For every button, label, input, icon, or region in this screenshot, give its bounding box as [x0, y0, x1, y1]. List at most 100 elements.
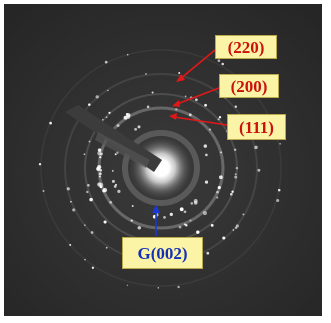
- diffraction-spot: [276, 198, 280, 203]
- diffraction-spot: [84, 224, 86, 226]
- diffraction-spot: [231, 190, 234, 193]
- diffraction-spot: [126, 284, 129, 286]
- diffraction-spot: [279, 142, 281, 145]
- diffraction-spot: [90, 231, 94, 234]
- diffraction-spot: [126, 53, 129, 56]
- diffraction-spot: [117, 189, 121, 193]
- diffraction-spot: [230, 192, 233, 196]
- diffraction-spot: [196, 230, 200, 234]
- diffraction-spot: [70, 200, 72, 203]
- diffraction-spot: [217, 59, 221, 63]
- diffraction-spot: [205, 153, 208, 157]
- diffraction-spot: [257, 168, 261, 172]
- diffraction-spot: [107, 89, 109, 92]
- diffraction-spot: [95, 95, 99, 99]
- diffraction-spot: [234, 175, 238, 179]
- diffraction-spot: [111, 169, 114, 172]
- arrow-g002: [152, 205, 160, 236]
- diffraction-spot: [102, 187, 108, 193]
- diffraction-spot: [87, 184, 90, 187]
- diffraction-spot: [216, 190, 219, 194]
- diffraction-spot: [221, 62, 224, 66]
- diffraction-spot: [101, 118, 104, 121]
- diffraction-spot: [175, 108, 178, 111]
- diffraction-spot: [145, 73, 147, 75]
- arrow-220: [176, 49, 216, 82]
- diffraction-spot: [146, 105, 150, 109]
- diffraction-spot: [157, 287, 160, 289]
- label-ring-220: (220): [215, 35, 277, 59]
- diffraction-spot: [222, 236, 226, 240]
- diffraction-spot: [91, 266, 95, 269]
- diffraction-spot: [234, 148, 237, 151]
- diffraction-spot: [130, 219, 133, 222]
- diffraction-spot: [111, 179, 115, 183]
- diffraction-spot: [195, 98, 198, 102]
- diffraction-spot: [206, 251, 210, 255]
- label-graphite-002: G(002): [122, 237, 203, 269]
- diffraction-spot: [190, 202, 194, 205]
- arrow-111: [169, 113, 228, 126]
- diffraction-spot: [163, 216, 166, 219]
- diffraction-spot: [98, 172, 102, 176]
- diffraction-spot: [83, 153, 86, 156]
- diffraction-spot: [218, 116, 222, 119]
- diffraction-spot: [204, 180, 209, 184]
- diffraction-spot: [49, 121, 52, 125]
- diffraction-spot: [109, 200, 113, 204]
- diffraction-spot: [99, 156, 102, 159]
- diffraction-spot: [204, 103, 207, 107]
- diffraction-spot: [178, 72, 181, 74]
- diffraction-spot: [89, 197, 93, 202]
- arrow-200: [172, 87, 220, 107]
- diffraction-spot: [72, 208, 76, 212]
- diffraction-spot: [104, 60, 108, 64]
- diffraction-spot: [151, 91, 154, 94]
- diffraction-spot: [38, 163, 42, 166]
- diffraction-spot: [217, 118, 220, 121]
- diffraction-spot: [88, 103, 91, 106]
- diffraction-spot: [137, 226, 142, 230]
- diffraction-spot: [103, 220, 107, 224]
- diffraction-spot: [116, 124, 120, 128]
- diffraction-spot: [235, 166, 239, 170]
- diffraction-spot: [137, 125, 141, 129]
- diffraction-spot: [216, 196, 219, 199]
- diffraction-spot: [202, 211, 207, 216]
- label-ring-200: (200): [219, 74, 279, 98]
- diffraction-spot: [242, 213, 245, 216]
- diffraction-spot: [131, 205, 134, 207]
- diffraction-spot: [232, 229, 235, 231]
- diffraction-spot: [97, 148, 102, 152]
- diffraction-spot: [105, 116, 108, 119]
- diffraction-spot: [99, 168, 103, 172]
- diffraction-spot: [97, 165, 102, 170]
- diffraction-spot: [126, 115, 131, 119]
- diffraction-spot: [234, 173, 237, 176]
- diffraction-spot: [88, 140, 91, 143]
- diffraction-spot: [134, 127, 138, 131]
- diffraction-spot: [179, 207, 184, 212]
- diffraction-spot: [177, 285, 180, 289]
- diffraction-spot: [193, 200, 198, 205]
- diffraction-spot: [219, 175, 223, 180]
- diffraction-spot: [208, 128, 212, 131]
- diffraction-spot: [113, 185, 117, 188]
- diffraction-spot: [183, 210, 187, 214]
- diffraction-spot: [66, 187, 70, 191]
- diffraction-spot: [69, 243, 72, 246]
- diffraction-spot: [203, 144, 207, 148]
- diffraction-spot: [42, 190, 45, 192]
- diffraction-spot: [210, 224, 214, 227]
- diffraction-spot: [86, 190, 89, 194]
- diffraction-spot: [188, 113, 192, 117]
- diffraction-spot: [220, 151, 223, 154]
- diffraction-spot: [217, 186, 221, 190]
- label-ring-111: (111): [227, 114, 286, 140]
- diffraction-spot: [114, 153, 117, 156]
- diffraction-spot: [235, 224, 239, 228]
- diffraction-spot: [184, 95, 187, 98]
- diffraction-spot: [84, 258, 86, 261]
- diffraction-spot: [254, 145, 258, 150]
